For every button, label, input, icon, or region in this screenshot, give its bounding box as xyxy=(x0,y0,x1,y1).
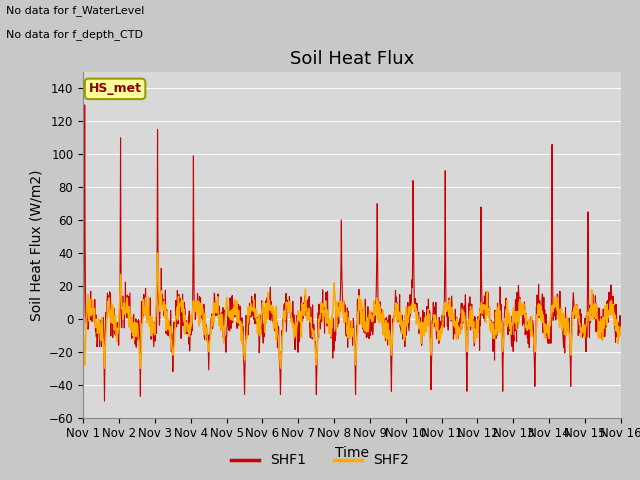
SHF2 xyxy=(554,311,561,317)
SHF2 xyxy=(154,250,161,256)
SHF2 xyxy=(100,365,108,371)
Title: Soil Heat Flux: Soil Heat Flux xyxy=(290,49,414,68)
SHF1 xyxy=(200,328,207,334)
SHF1 xyxy=(260,321,268,327)
Text: No data for f_WaterLevel: No data for f_WaterLevel xyxy=(6,5,145,16)
SHF1 xyxy=(187,322,195,328)
SHF1 xyxy=(554,293,561,299)
Text: HS_met: HS_met xyxy=(88,83,141,96)
SHF1 xyxy=(100,398,108,404)
SHF2 xyxy=(617,327,625,333)
SHF1 xyxy=(81,102,88,108)
Line: SHF1: SHF1 xyxy=(83,105,621,401)
Line: SHF2: SHF2 xyxy=(83,253,621,368)
SHF2 xyxy=(200,319,207,325)
SHF2 xyxy=(506,318,514,324)
SHF1 xyxy=(436,318,444,324)
X-axis label: Time: Time xyxy=(335,446,369,460)
Text: No data for f_depth_CTD: No data for f_depth_CTD xyxy=(6,29,143,40)
SHF2 xyxy=(187,321,195,327)
SHF1 xyxy=(617,320,625,325)
Y-axis label: Soil Heat Flux (W/m2): Soil Heat Flux (W/m2) xyxy=(29,169,43,321)
SHF1 xyxy=(506,326,514,332)
Legend: SHF1, SHF2: SHF1, SHF2 xyxy=(226,448,414,473)
SHF1 xyxy=(79,322,87,328)
SHF2 xyxy=(79,327,87,333)
SHF2 xyxy=(260,310,268,315)
SHF2 xyxy=(436,337,444,343)
